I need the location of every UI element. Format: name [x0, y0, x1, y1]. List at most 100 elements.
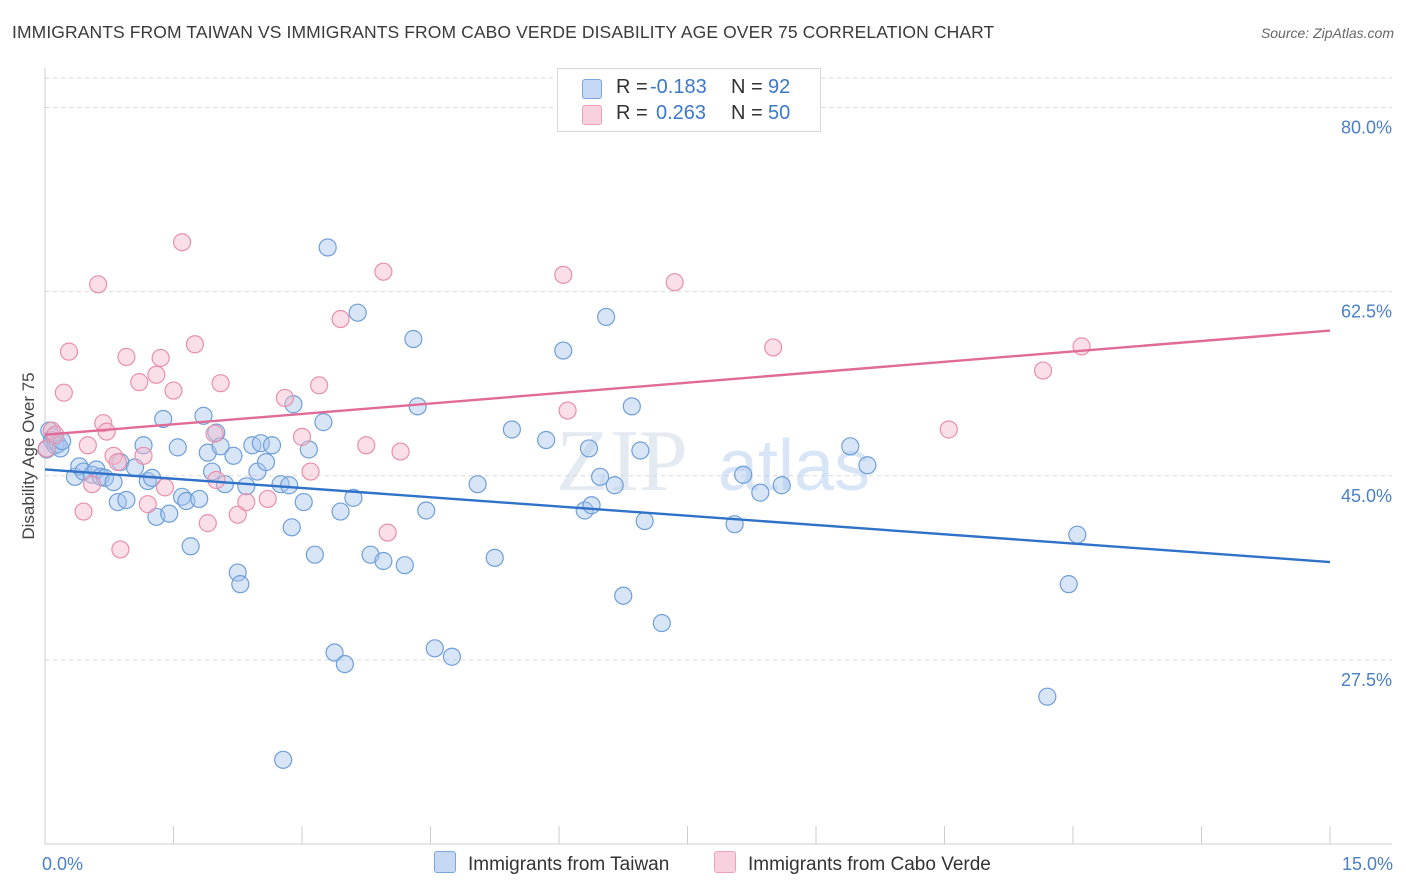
caboverde-point	[391, 442, 410, 461]
taiwan-point	[395, 556, 414, 575]
legend-r-value: -0.183	[650, 76, 707, 98]
caboverde-point	[138, 495, 157, 514]
taiwan-point	[282, 518, 301, 537]
taiwan-point	[134, 436, 153, 455]
taiwan-point	[104, 472, 123, 492]
taiwan-point	[635, 511, 654, 531]
y-tick-label: 62.5%	[1341, 302, 1392, 322]
y-tick-label: 45.0%	[1341, 486, 1392, 506]
taiwan-point	[160, 504, 179, 523]
series-caboverde-points	[37, 233, 1091, 559]
taiwan-point	[751, 483, 770, 502]
taiwan-point	[597, 307, 616, 327]
taiwan-point	[194, 406, 213, 425]
taiwan-point	[485, 548, 504, 567]
taiwan-point	[502, 420, 521, 439]
taiwan-point	[331, 502, 350, 521]
taiwan-point	[858, 456, 877, 475]
caboverde-point	[554, 265, 573, 284]
taiwan-point	[190, 489, 209, 509]
caboverde-point	[164, 381, 183, 400]
caboverde-point	[211, 374, 230, 393]
taiwan-point	[231, 575, 250, 594]
caboverde-point	[764, 338, 783, 357]
correlation-legend: R = -0.183 N = 92 R = 0.263 N = 50	[557, 68, 821, 132]
grid-lines	[45, 77, 1392, 661]
taiwan-point	[468, 475, 487, 494]
taiwan-point	[554, 341, 573, 360]
caboverde-point	[172, 233, 192, 252]
caboverde-point	[134, 446, 153, 465]
taiwan-point	[224, 446, 243, 465]
legend-n-value: 92	[768, 76, 791, 98]
caboverde-point	[665, 273, 684, 292]
caboverde-point	[37, 439, 56, 458]
taiwan-point	[344, 488, 363, 507]
watermark: ZIP atlas	[556, 413, 870, 510]
caboverde-point	[292, 427, 312, 446]
taiwan-point	[417, 501, 436, 520]
taiwan-point	[274, 750, 293, 769]
caboverde-point	[205, 424, 224, 443]
taiwan-point	[262, 436, 282, 455]
caboverde-point	[331, 309, 350, 329]
taiwan-point	[537, 430, 556, 450]
legend-r-label: R =	[616, 76, 648, 98]
taiwan-point	[294, 492, 313, 512]
taiwan-point	[579, 439, 599, 458]
taiwan-point	[256, 453, 276, 472]
caboverde-point	[301, 462, 320, 481]
taiwan-point	[237, 477, 256, 496]
taiwan-point	[622, 397, 641, 416]
caboverde-point	[130, 373, 149, 392]
caboverde-point	[558, 401, 577, 420]
tick-labels: 80.0% 62.5% 45.0% 27.5% 0.0% 15.0%	[42, 118, 1393, 874]
watermark-zip: ZIP	[556, 413, 688, 510]
caboverde-point	[108, 453, 127, 472]
taiwan-point	[591, 467, 610, 486]
source-credit: Source: ZipAtlas.com	[1260, 25, 1394, 41]
taiwan-point	[154, 409, 173, 429]
legend-n-value: 50	[768, 102, 791, 124]
taiwan-point	[305, 545, 324, 564]
taiwan-point	[1059, 575, 1078, 594]
taiwan-point	[1038, 687, 1057, 706]
trend-lines	[44, 329, 1331, 564]
legend-n-label: N =	[731, 102, 763, 124]
bottom-legend-label-caboverde: Immigrants from Cabo Verde	[748, 854, 991, 875]
caboverde-point	[151, 348, 170, 368]
taiwan-point	[404, 329, 423, 349]
taiwan-point	[318, 238, 337, 257]
taiwan-point	[734, 465, 753, 484]
caboverde-point	[237, 492, 256, 512]
bottom-legend-swatch-caboverde	[714, 851, 736, 873]
taiwan-point	[335, 654, 354, 674]
taiwan-point	[605, 476, 624, 495]
legend-n-label: N =	[731, 76, 763, 98]
x-tick-label: 15.0%	[1342, 854, 1393, 874]
taiwan-point	[181, 537, 200, 556]
caboverde-point	[1033, 361, 1053, 380]
caboverde-point	[83, 475, 102, 494]
legend-swatch-caboverde	[582, 105, 602, 125]
caboverde-point	[374, 262, 393, 281]
caboverde-point	[258, 489, 277, 509]
caboverde-point	[378, 523, 397, 542]
legend-r-label: R =	[616, 102, 648, 124]
caboverde-point	[74, 502, 93, 521]
taiwan-point	[1068, 525, 1087, 544]
caboverde-point	[59, 342, 79, 361]
axes	[44, 68, 1392, 845]
taiwan-point	[408, 397, 427, 416]
chart-title: IMMIGRANTS FROM TAIWAN VS IMMIGRANTS FRO…	[12, 22, 995, 42]
bottom-legend-swatch-taiwan	[434, 851, 456, 873]
taiwan-point	[202, 462, 222, 481]
caboverde-point	[198, 514, 217, 533]
caboverde-point	[111, 540, 130, 559]
bottom-legend-label-taiwan: Immigrants from Taiwan	[468, 854, 670, 875]
y-axis-label: Disability Age Over 75	[19, 372, 38, 539]
x-tick-label: 0.0%	[42, 854, 83, 874]
taiwan-point	[51, 439, 70, 458]
series-taiwan-points	[37, 238, 1087, 769]
taiwan-point	[652, 613, 671, 633]
